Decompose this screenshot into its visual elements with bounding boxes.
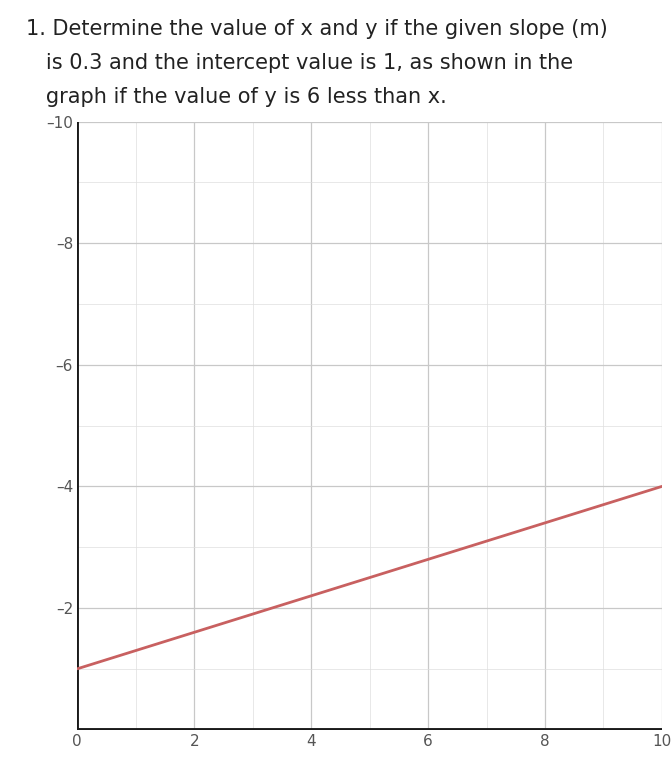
Text: is 0.3 and the intercept value is 1, as shown in the: is 0.3 and the intercept value is 1, as … [26,53,573,73]
Text: 1. Determine the value of x and y if the given slope (m): 1. Determine the value of x and y if the… [26,19,607,39]
Text: graph if the value of y is 6 less than x.: graph if the value of y is 6 less than x… [26,87,446,107]
